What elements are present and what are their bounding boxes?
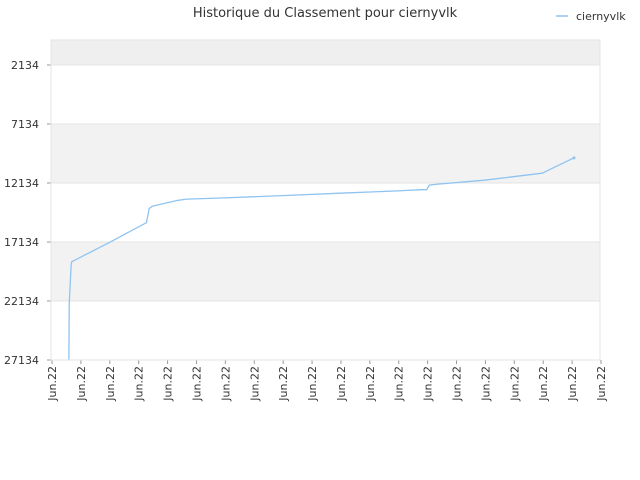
plot-band [51,124,600,183]
plot-frame [50,39,601,361]
x-tick-label: Jun.22 [133,366,146,402]
x-tick-label: Jun.22 [595,366,608,402]
series-layer [68,156,576,361]
gridlines [51,64,600,361]
series-line-ciernyvlk [68,157,575,361]
y-tick-label: 7134 [11,118,39,131]
x-tick-label: Jun.22 [219,366,232,402]
plot-bands [51,40,600,301]
y-tick-label: 2134 [11,59,39,72]
x-tick-label: Jun.22 [277,366,290,402]
x-tick-label: Jun.22 [190,366,203,402]
plot-band [51,242,600,301]
x-tick-label: Jun.22 [364,366,377,402]
x-tick-label: Jun.22 [508,366,521,402]
chart-title: Historique du Classement pour ciernyvlk [193,6,458,21]
y-tick-label: 12134 [4,177,39,190]
x-tick-label: Jun.22 [422,366,435,402]
x-tick-label: Jun.22 [75,366,88,402]
x-tick-label: Jun.22 [335,366,348,402]
x-tick-label: Jun.22 [162,366,175,402]
legend: ciernyvlk [556,10,626,23]
x-tick-label: Jun.22 [451,366,464,402]
x-tick-label: Jun.22 [537,366,550,402]
x-tick-label: Jun.22 [104,366,117,402]
x-axis-ticks: Jun.22 Jun.22 Jun.22 Jun.22 Jun.22 Jun.22 Jun.… [46,360,608,402]
x-tick-label: Jun.22 [566,366,579,402]
legend-label: ciernyvlk [576,10,626,23]
y-tick-label: 22134 [4,295,39,308]
x-tick-label: Jun.22 [306,366,319,402]
x-tick-label: Jun.22 [393,366,406,402]
y-tick-label: 17134 [4,236,39,249]
y-tick-label: 27134 [4,354,39,367]
y-axis-ticks: 2134 7134 12134 17134 22134 27134 [4,59,51,367]
plot-band [51,40,600,65]
x-tick-label: Jun.22 [248,366,261,402]
series-end-point [572,156,576,160]
x-tick-label: Jun.22 [479,366,492,402]
x-tick-label: Jun.22 [46,366,59,402]
